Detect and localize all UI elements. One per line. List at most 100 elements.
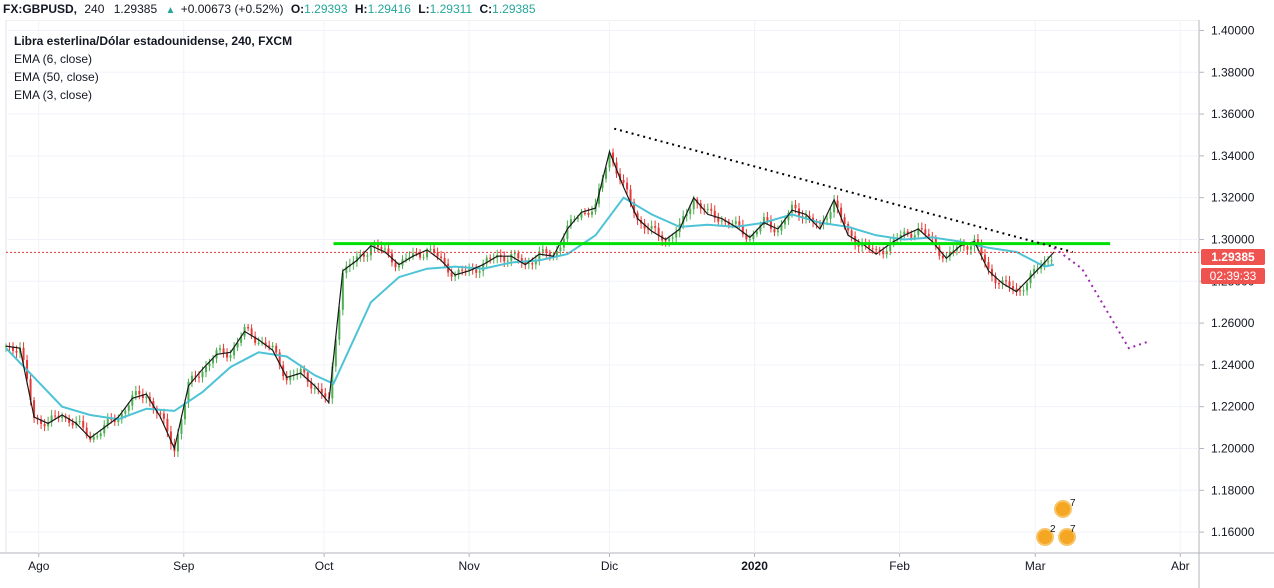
candle-body (1026, 283, 1029, 291)
candle-body (338, 309, 341, 340)
candle-body (517, 253, 520, 259)
candle-body (773, 228, 776, 233)
close-label: C: (479, 2, 493, 16)
candle-body (180, 419, 183, 434)
candle-body (675, 231, 678, 238)
candle-body (194, 375, 197, 377)
candle-body (208, 363, 211, 367)
price-chart[interactable]: 1.40000 1.38000 1.36000 1.34000 1.32000 1.300… (0, 20, 1274, 588)
candle-body (671, 237, 674, 239)
candle-body (222, 348, 225, 354)
candle-body (205, 366, 208, 373)
candle-body (513, 253, 516, 255)
candle-body (159, 413, 162, 415)
candle-body (12, 346, 15, 351)
change-arrow-icon: ▲ (165, 5, 176, 16)
candle-body (271, 345, 274, 348)
candle-body (780, 224, 783, 231)
candle-body (187, 381, 190, 403)
candle-body (40, 419, 43, 425)
candle-body (534, 260, 537, 265)
candle-body (605, 167, 608, 179)
high-value: 1.29416 (367, 2, 411, 16)
candle-body (612, 152, 615, 163)
candle-body (720, 220, 723, 222)
candle-body (450, 272, 453, 277)
candle-body (380, 247, 383, 249)
uk-flag-event-icon[interactable] (1058, 528, 1076, 546)
candle-body (478, 271, 481, 273)
candle-body (668, 238, 671, 242)
candle-body (524, 262, 527, 264)
candle-body (299, 368, 302, 374)
uk-flag-event-icon[interactable] (1054, 500, 1072, 518)
candle-body (240, 336, 243, 343)
candle-body (941, 255, 944, 259)
x-tick-label: Abr (1171, 559, 1190, 573)
candle-body (948, 251, 951, 257)
candle-body (706, 208, 709, 210)
candle-body (555, 250, 558, 257)
candle-body (68, 418, 71, 423)
candle-body (54, 415, 57, 417)
x-tick-label: Dic (601, 559, 618, 573)
candle-body (836, 200, 839, 208)
candle-body (745, 234, 748, 240)
legend-title[interactable]: Libra esterlina/Dólar estadounidense, 24… (14, 34, 293, 48)
candle-body (559, 247, 562, 251)
candle-body (703, 208, 706, 210)
candle-body (636, 213, 639, 220)
candle-body (369, 247, 372, 256)
candle-body (759, 224, 762, 232)
candle-body (531, 263, 534, 265)
candle-body (169, 431, 172, 445)
candle-body (1033, 269, 1036, 274)
uk-flag-event-icon[interactable] (1036, 528, 1054, 546)
candle-body (510, 254, 513, 261)
candle-body (278, 352, 281, 366)
candle-body (987, 262, 990, 269)
legend-study-ema3[interactable]: EMA (3, close) (14, 88, 93, 102)
candle-body (626, 182, 629, 190)
candle-body (285, 376, 288, 381)
candle-body (50, 415, 53, 423)
candle-body (647, 228, 650, 230)
candle-body (306, 372, 309, 382)
interval-label[interactable]: 240 (84, 2, 105, 16)
symbol-header: FX:GBPUSD, 240 1.29385 ▲ +0.00673 (+0.52… (0, 0, 1274, 20)
candle-body (99, 433, 102, 437)
legend-study-ema6[interactable]: EMA (6, close) (14, 52, 93, 66)
y-tick-label: 1.24000 (1211, 358, 1255, 372)
candle-body (131, 395, 134, 406)
candle-body (583, 212, 586, 214)
candle-body (580, 212, 583, 218)
candle-body (113, 419, 116, 422)
candle-body (994, 275, 997, 284)
candle-body (527, 263, 530, 265)
candle-body (752, 234, 755, 240)
candle-body (457, 269, 460, 275)
candle-body (1001, 280, 1004, 284)
candle-body (134, 391, 137, 396)
change-value: +0.00673 (+0.52%) (180, 2, 284, 16)
candle-body (794, 204, 797, 209)
candle-body (1008, 281, 1011, 287)
candle-body (359, 254, 362, 257)
symbol-name[interactable]: FX:GBPUSD, (3, 2, 78, 16)
candle-body (233, 347, 236, 356)
candle-body (436, 252, 439, 257)
x-tick-label: Nov (458, 559, 479, 573)
candle-body (808, 215, 811, 218)
candle-body (601, 178, 604, 189)
candle-body (250, 328, 253, 337)
candle-body (29, 378, 32, 401)
candle-body (78, 420, 81, 422)
candle-body (82, 420, 85, 428)
candle-body (734, 221, 737, 224)
candle-body (47, 422, 50, 427)
candle-body (633, 202, 636, 214)
legend-study-ema50[interactable]: EMA (50, close) (14, 70, 99, 84)
candle-body (878, 249, 881, 251)
x-tick-label: Feb (889, 559, 910, 573)
candle-body (833, 200, 836, 213)
